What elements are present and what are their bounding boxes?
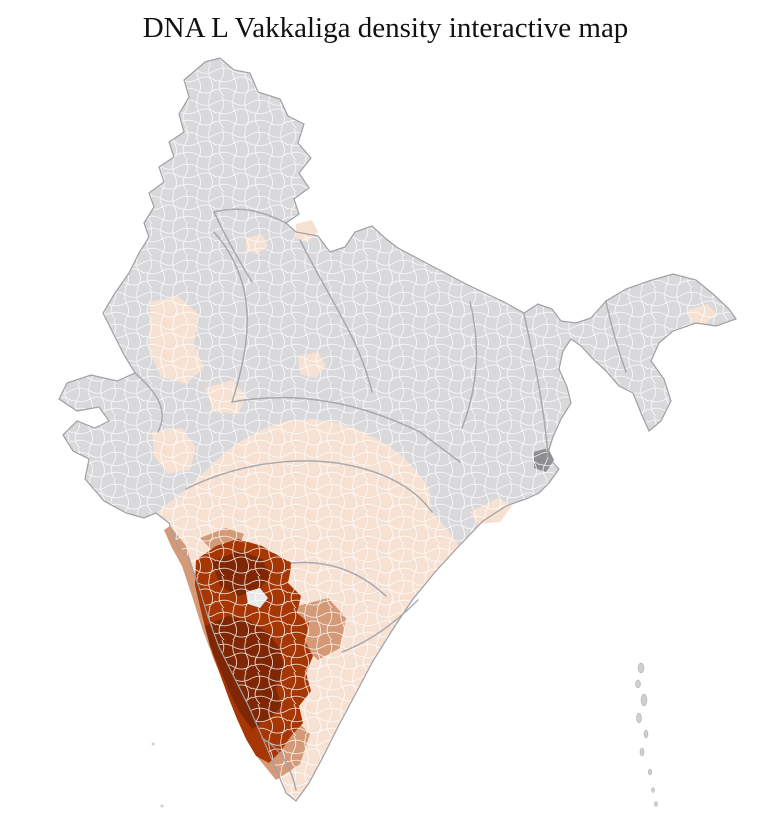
island[interactable] [636, 712, 642, 724]
island[interactable] [651, 787, 655, 793]
india-outline [58, 57, 737, 802]
island[interactable] [639, 747, 645, 757]
state-border-line [461, 301, 478, 429]
island[interactable] [654, 801, 658, 807]
island[interactable] [640, 693, 648, 707]
state-border-line [134, 372, 163, 433]
state-border-line [213, 208, 287, 224]
island[interactable] [643, 729, 649, 739]
island[interactable] [151, 742, 155, 746]
state-border-line [185, 460, 433, 513]
state-borders [134, 208, 627, 791]
state-border-line [213, 211, 253, 283]
state-border-line [605, 300, 627, 373]
state-border-line [299, 239, 373, 393]
state-border-line [261, 737, 297, 791]
state-border-line [213, 231, 248, 403]
page-title: DNA L Vakkaliga density interactive map [142, 12, 629, 44]
state-border-line [291, 561, 387, 597]
island[interactable] [635, 679, 641, 689]
island[interactable] [637, 662, 645, 674]
andaman-islands [635, 662, 658, 807]
district-mesh-overlay [59, 58, 736, 801]
state-border-line [341, 599, 419, 653]
state-border-line [231, 396, 461, 463]
lakshadweep-islands [151, 742, 164, 808]
state-border-line [523, 313, 549, 457]
island[interactable] [160, 804, 164, 808]
island[interactable] [647, 768, 653, 776]
